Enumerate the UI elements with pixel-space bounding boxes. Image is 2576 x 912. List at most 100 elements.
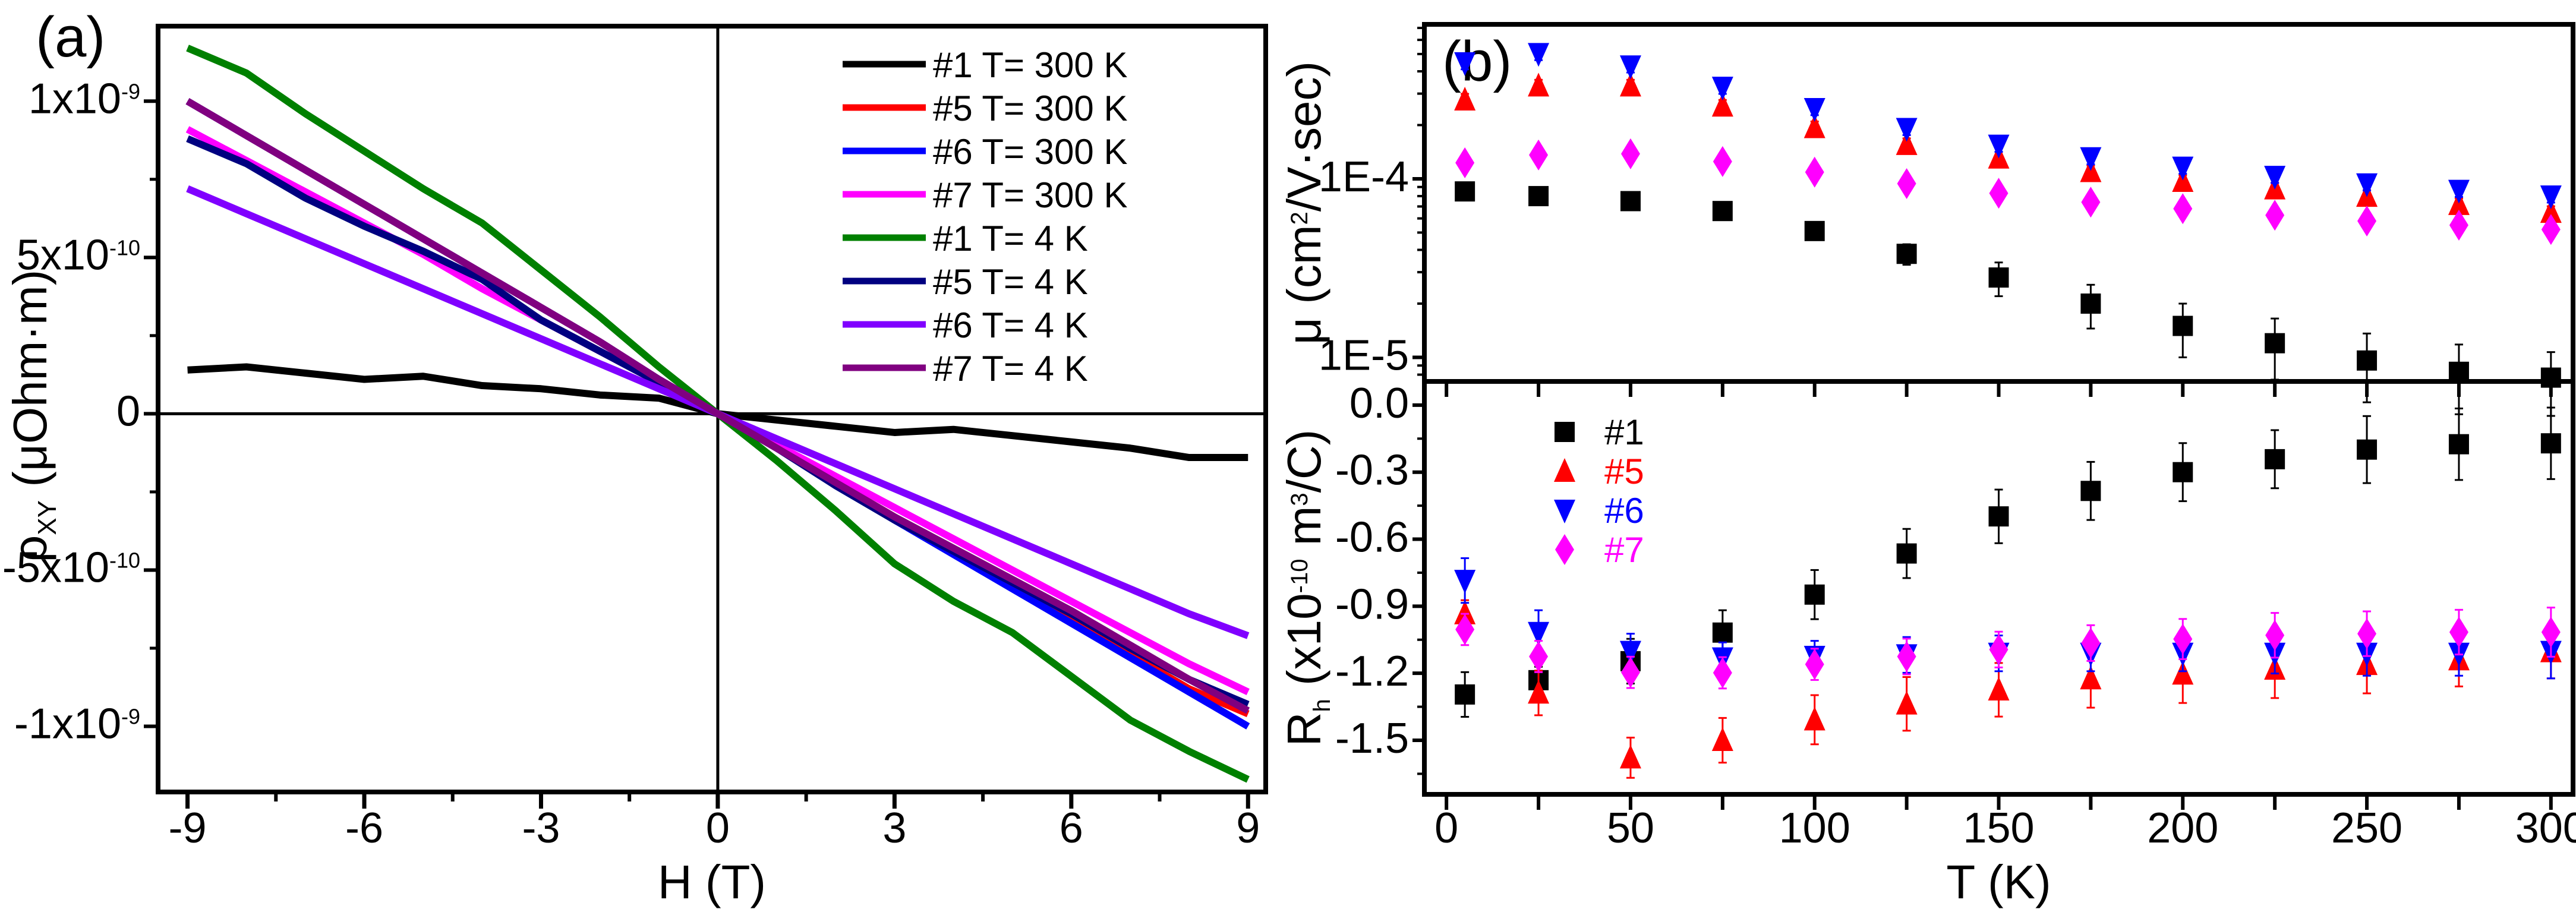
legend: #1#5#6#7 (1554, 412, 1644, 570)
data-point (1528, 680, 1550, 704)
data-point (2448, 179, 2470, 204)
x-axis-title: T (K) (1946, 856, 2051, 908)
data-point (1803, 97, 1825, 122)
data-point (2265, 620, 2285, 651)
legend-marker-1 (1555, 422, 1575, 442)
legend-label-3: #6 T= 300 K (933, 132, 1127, 172)
data-point (1713, 146, 1732, 177)
y-tick-label-exponent: -10 (109, 235, 140, 260)
data-point (1803, 706, 1825, 731)
data-point (2449, 616, 2468, 648)
data-point (2357, 618, 2377, 649)
y-axis-title: ρXY (μOhm·m) (4, 270, 62, 562)
data-point (2357, 206, 2377, 237)
data-point (1528, 186, 1549, 207)
y-tick-label-base: -5x10 (2, 544, 109, 591)
data-point (1528, 43, 1550, 67)
data-point (2173, 462, 2193, 482)
data-point (2265, 449, 2285, 469)
y-tick-label: 0 (116, 387, 140, 435)
data-point (1619, 72, 1641, 97)
data-point (2173, 623, 2193, 655)
series-4 (1455, 138, 2561, 245)
data-point (1619, 744, 1641, 769)
data-point (2172, 661, 2194, 685)
x-tick-label: 9 (1236, 804, 1260, 852)
data-point (1711, 727, 1733, 751)
legend: #1 T= 300 K #5 T= 300 K #6 T= 300 K#7 T= 3… (843, 45, 1127, 389)
data-point (2080, 294, 2101, 314)
data-point (1455, 181, 1475, 202)
y-tick-label: -1.5 (1335, 715, 1409, 762)
y-tick-label: 1E-5 (1319, 332, 1409, 379)
data-point (1896, 244, 1917, 264)
data-point (1897, 640, 1916, 672)
data-point (2080, 665, 2102, 690)
y-axis-title-superscript: 2 (1287, 212, 1313, 225)
y-axis-title-unit: (μOhm·m) (4, 270, 56, 500)
y-tick-label: 1x10-9 (29, 75, 140, 122)
series-3 (1454, 43, 2562, 210)
x-tick-label: 0 (1434, 804, 1458, 852)
data-point (1454, 570, 1476, 594)
x-tick-label: 50 (1607, 804, 1654, 852)
y-axis-title: μ (cm2/V·sec) (1278, 61, 1330, 345)
data-point (1455, 684, 1475, 705)
plot-frame (1422, 379, 2575, 797)
x-axis-title: H (T) (658, 856, 766, 908)
y-axis-title-subscript: h (1309, 699, 1335, 712)
legend-label-4: #7 T= 300 K (933, 175, 1127, 215)
legend-label-8: #7 T= 4 K (933, 349, 1088, 389)
data-point (1896, 131, 1918, 155)
data-point (1897, 168, 1916, 200)
x-tick-label: 100 (1779, 804, 1850, 852)
x-tick-label: 250 (2331, 804, 2402, 852)
legend-marker-4 (1555, 534, 1574, 565)
legend-label-1: #1 (1604, 412, 1644, 452)
data-point (1528, 72, 1550, 97)
series-line-8 (185, 98, 1250, 714)
legend-label-2: #5 T= 300 K (933, 89, 1127, 128)
data-point (2540, 185, 2562, 210)
data-point (2357, 439, 2378, 460)
y-tick-label: -1x10-9 (14, 700, 140, 748)
data-point (1805, 156, 1824, 188)
panel-a-hall-resistivity: (a)-9 -6 -3 0 3 6 91x10-95x10-100-5x10-10-1x10… (2, 5, 1268, 908)
data-point (1988, 506, 2009, 527)
data-point (2356, 173, 2378, 197)
data-point (1455, 147, 1475, 178)
data-point (2449, 209, 2468, 241)
data-point (1805, 649, 1824, 680)
x-tick-label: -3 (522, 804, 560, 852)
plot-frame (156, 24, 1268, 794)
y-tick-label-base: 5x10 (17, 231, 109, 279)
data-point (2080, 481, 2101, 501)
data-point (1712, 622, 1733, 643)
y-tick-label-base: 1x10 (29, 75, 121, 122)
data-point (2081, 187, 2101, 218)
data-point (2081, 627, 2101, 659)
data-point (2448, 361, 2469, 382)
data-point (1619, 55, 1641, 80)
y-axis-title-superscript: -10 (1287, 559, 1313, 594)
y-tick-label-exponent: -9 (121, 705, 140, 729)
data-point (2357, 350, 2378, 371)
data-point (1454, 600, 1476, 624)
y-axis-title-part: (x10 (1278, 593, 1330, 699)
panel-b-hall-coefficient: 0.0 -0.3 -0.6 -0.9 -1.2 -1.5 0 50 100 150 200 250 30… (1278, 379, 2576, 908)
series-4 (1455, 607, 2561, 690)
legend-marker-2 (1554, 458, 1575, 482)
data-point (1803, 114, 1825, 138)
data-point (1711, 77, 1733, 101)
y-axis-title-main: ρ (4, 535, 56, 563)
series-2 (1454, 599, 2562, 779)
data-point (2173, 193, 2193, 225)
x-tick-label: 6 (1060, 804, 1083, 852)
series-3 (1454, 557, 2562, 680)
y-tick-label: -5x10-10 (2, 544, 140, 591)
x-tick-label: 150 (1963, 804, 2034, 852)
data-point (1620, 138, 1640, 169)
data-point (1713, 657, 1732, 689)
data-point (2540, 199, 2562, 223)
